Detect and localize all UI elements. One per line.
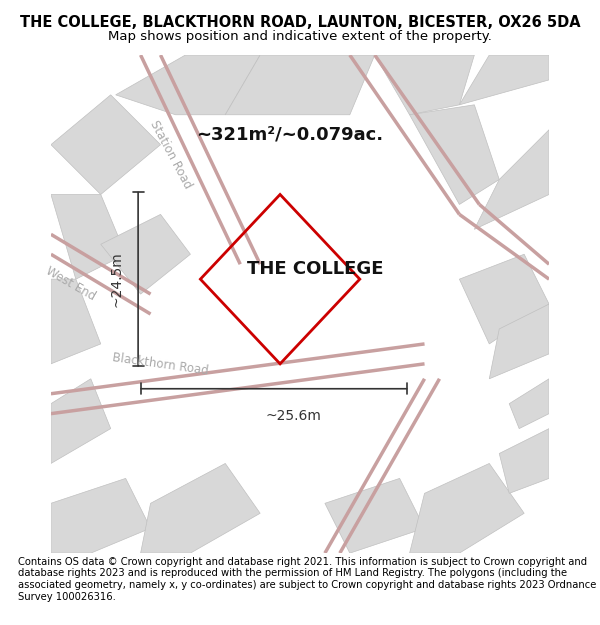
Polygon shape (509, 379, 549, 429)
Polygon shape (489, 304, 549, 379)
Polygon shape (51, 279, 101, 364)
Text: West End: West End (44, 265, 98, 304)
Text: Blackthorn Road: Blackthorn Road (112, 351, 209, 377)
Polygon shape (116, 55, 260, 115)
Polygon shape (51, 95, 161, 194)
Polygon shape (51, 194, 125, 279)
Polygon shape (225, 55, 375, 115)
Polygon shape (410, 464, 524, 553)
Polygon shape (460, 55, 549, 105)
Text: THE COLLEGE: THE COLLEGE (247, 260, 383, 278)
Polygon shape (475, 130, 549, 229)
Polygon shape (325, 478, 425, 553)
Polygon shape (460, 254, 549, 344)
Polygon shape (51, 379, 111, 464)
Text: THE COLLEGE, BLACKTHORN ROAD, LAUNTON, BICESTER, OX26 5DA: THE COLLEGE, BLACKTHORN ROAD, LAUNTON, B… (20, 16, 580, 31)
Polygon shape (51, 478, 151, 553)
Polygon shape (101, 214, 190, 294)
Polygon shape (375, 55, 475, 115)
Text: ~25.6m: ~25.6m (266, 409, 322, 422)
Polygon shape (499, 429, 549, 493)
Text: ~24.5m: ~24.5m (109, 251, 123, 307)
Text: Contains OS data © Crown copyright and database right 2021. This information is : Contains OS data © Crown copyright and d… (18, 557, 596, 601)
Polygon shape (410, 105, 499, 204)
Text: Station Road: Station Road (147, 118, 194, 191)
Text: Map shows position and indicative extent of the property.: Map shows position and indicative extent… (108, 30, 492, 43)
Text: ~321m²/~0.079ac.: ~321m²/~0.079ac. (196, 126, 383, 144)
Polygon shape (140, 464, 260, 553)
